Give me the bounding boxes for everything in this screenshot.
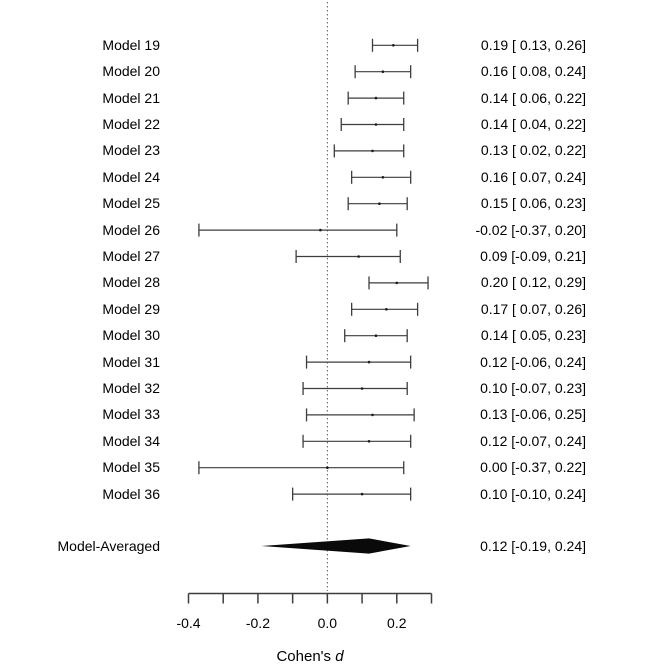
- estimate-dot: [378, 202, 381, 205]
- model-label: Model 22: [102, 116, 160, 132]
- estimate-dot: [367, 440, 371, 443]
- x-axis-title: Cohen's d: [0, 647, 620, 667]
- model-label: Model 25: [102, 195, 160, 212]
- model-label: Model 24: [102, 168, 160, 185]
- estimate-annotation: 0.20 [ 0.12, 0.29]: [480, 274, 586, 291]
- model-label: Model 31: [102, 353, 160, 370]
- estimate-dot: [357, 255, 360, 258]
- estimate-annotation: 0.14 [ 0.04, 0.22]: [480, 116, 586, 132]
- model-label: Model 26: [102, 221, 160, 238]
- estimate-dot: [381, 176, 385, 179]
- estimate-dot: [395, 281, 399, 285]
- estimate-dot: [319, 228, 322, 232]
- estimate-annotation: 0.14 [ 0.06, 0.22]: [480, 89, 586, 106]
- estimate-dot: [371, 149, 374, 153]
- summary-annotation: 0.12 [-0.19, 0.24]: [480, 537, 586, 554]
- x-axis-tick-label: -0.2: [245, 615, 270, 631]
- estimate-annotation: 0.13 [ 0.02, 0.22]: [480, 142, 586, 159]
- estimate-annotation: -0.02 [-0.37, 0.20]: [475, 221, 586, 238]
- model-label: Model 32: [102, 380, 160, 396]
- x-axis-tick-label: 0.0: [317, 615, 338, 631]
- estimate-annotation: 0.14 [ 0.05, 0.23]: [480, 327, 586, 344]
- x-axis-tick-label: -0.4: [176, 615, 201, 631]
- model-label: Model 34: [102, 432, 160, 449]
- estimate-dot: [326, 466, 329, 470]
- model-label: Model 20: [102, 63, 160, 80]
- model-label: Model 29: [102, 300, 160, 317]
- estimate-annotation: 0.00 [-0.37, 0.22]: [480, 459, 586, 476]
- estimate-dot: [381, 70, 385, 73]
- estimate-annotation: 0.16 [ 0.08, 0.24]: [480, 63, 586, 80]
- model-label: Model 35: [102, 459, 160, 476]
- estimate-dot: [360, 492, 364, 496]
- x-axis-title-symbol: d: [335, 648, 344, 665]
- estimate-dot: [360, 387, 364, 390]
- model-label: Model 19: [102, 36, 160, 53]
- estimate-annotation: 0.12 [-0.07, 0.24]: [480, 432, 586, 449]
- estimate-dot: [374, 123, 378, 126]
- estimate-dot: [385, 308, 388, 311]
- model-label: Model 27: [102, 248, 160, 264]
- summary-diamond: [261, 538, 411, 554]
- estimate-annotation: 0.09 [-0.09, 0.21]: [480, 248, 586, 264]
- estimate-annotation: 0.19 [ 0.13, 0.26]: [480, 36, 586, 53]
- model-label: Model 28: [102, 274, 160, 291]
- estimate-annotation: 0.10 [-0.10, 0.24]: [480, 485, 586, 502]
- estimate-annotation: 0.15 [ 0.06, 0.23]: [480, 195, 586, 212]
- estimate-dot: [374, 96, 378, 100]
- x-axis-tick-label: 0.2: [387, 615, 407, 631]
- model-label: Model 23: [102, 142, 160, 159]
- estimate-annotation: 0.12 [-0.06, 0.24]: [480, 353, 586, 370]
- model-label: Model 30: [102, 327, 160, 344]
- model-label: Model 36: [102, 485, 160, 502]
- model-label: Model 33: [102, 406, 160, 423]
- estimate-annotation: 0.17 [ 0.07, 0.26]: [480, 300, 586, 317]
- summary-label: Model-Averaged: [57, 537, 160, 554]
- model-label: Model 21: [102, 89, 160, 106]
- estimate-dot: [371, 413, 374, 417]
- estimate-dot: [374, 334, 378, 338]
- estimate-annotation: 0.13 [-0.06, 0.25]: [480, 406, 586, 423]
- x-axis-title-text: Cohen's: [276, 648, 332, 665]
- estimate-dot: [367, 360, 371, 364]
- estimate-annotation: 0.10 [-0.07, 0.23]: [480, 380, 586, 396]
- estimate-dot: [392, 44, 395, 47]
- estimate-annotation: 0.16 [ 0.07, 0.24]: [480, 168, 586, 185]
